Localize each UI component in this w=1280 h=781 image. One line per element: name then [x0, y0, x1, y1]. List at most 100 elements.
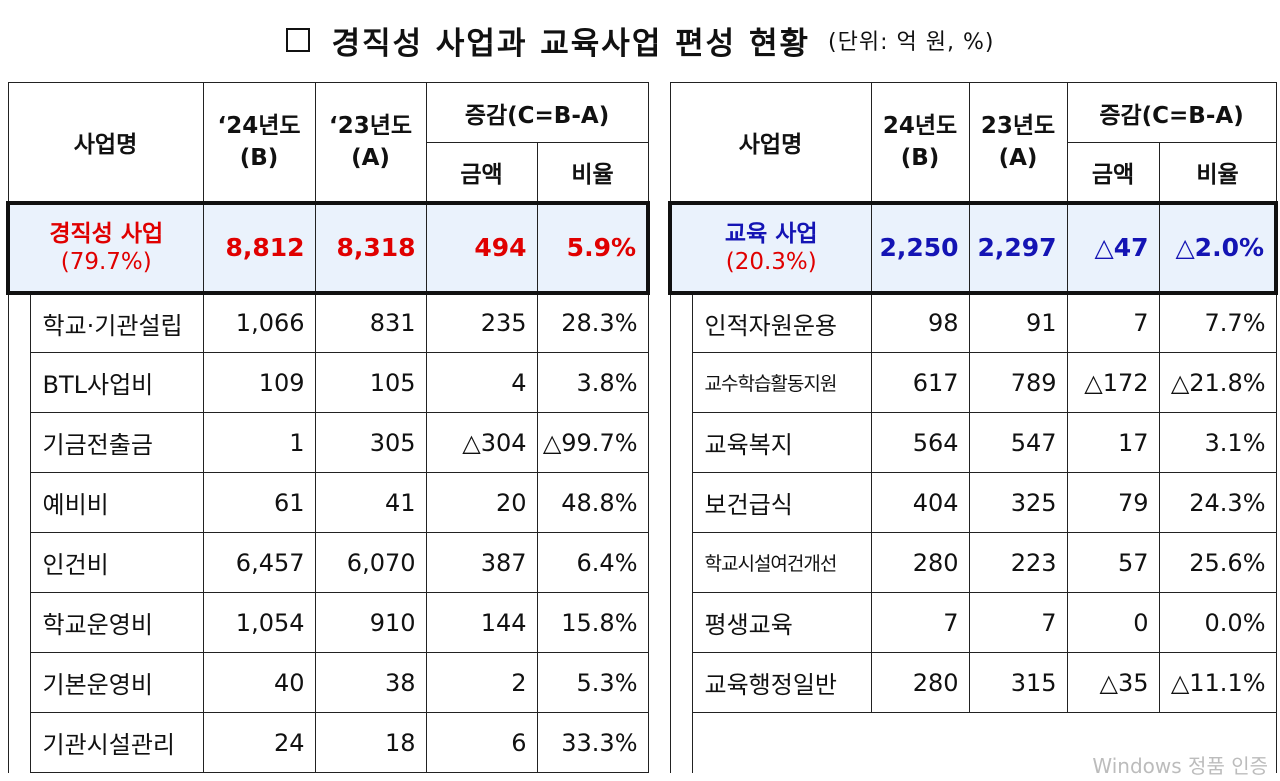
summary-name-cell: 경직성 사업 (79.7%)	[5, 200, 204, 295]
row-b: 98	[870, 292, 970, 353]
header-col-a-label: ‘23년도 (A)	[328, 112, 413, 171]
row-amount: △172	[1066, 352, 1160, 413]
table-row: 학교운영비 1,054 910 144 15.8%	[7, 592, 649, 653]
summary-share: (79.7%)	[60, 248, 152, 275]
row-b: 61	[202, 472, 316, 533]
row-a: 910	[314, 592, 427, 653]
header-project-name: 사업명	[669, 82, 872, 203]
summary-a: 8,318	[314, 200, 427, 295]
row-name: 교육복지	[691, 412, 872, 473]
row-a: 547	[968, 412, 1068, 473]
row-b: 109	[202, 352, 316, 413]
row-amount: 79	[1066, 472, 1160, 533]
row-rate: 5.3%	[536, 652, 649, 713]
row-name: BTL사업비	[29, 352, 204, 413]
row-amount: 387	[425, 532, 538, 593]
summary-amount: △47	[1066, 200, 1160, 295]
table-row: 평생교육 7 7 0 0.0%	[669, 592, 1277, 653]
table-row: 교육행정일반 280 315 △35 △11.1%	[669, 652, 1277, 713]
row-rate: 24.3%	[1158, 472, 1277, 533]
summary-name: 교육 사업	[724, 220, 818, 247]
row-a: 325	[968, 472, 1068, 533]
summary-b: 8,812	[202, 200, 316, 295]
row-rate: 33.3%	[536, 712, 649, 773]
table-row: 교육복지 564 547 17 3.1%	[669, 412, 1277, 473]
table-row: 학교·기관설립 1,066 831 235 28.3%	[7, 292, 649, 353]
summary-a: 2,297	[968, 200, 1068, 295]
summary-name: 경직성 사업	[49, 220, 164, 247]
row-rate: △99.7%	[536, 412, 649, 473]
row-rate: △11.1%	[1158, 652, 1277, 713]
header-rate: 비율	[1158, 142, 1277, 203]
summary-b: 2,250	[870, 200, 970, 295]
summary-row: 경직성 사업 (79.7%) 8,812 8,318 494 5.9%	[5, 200, 651, 295]
row-a: 105	[314, 352, 427, 413]
row-a: 223	[968, 532, 1068, 593]
indent-cell	[7, 472, 30, 533]
indent-cell	[7, 652, 30, 713]
row-a: 91	[968, 292, 1068, 353]
row-name: 예비비	[29, 472, 204, 533]
education-projects-table: 사업명 24년도 (B) 23년도 (A) 증감(C=B-A) 금액 비율 교육…	[667, 82, 1279, 773]
row-amount: 4	[425, 352, 538, 413]
header-col-b-label: ‘24년도 (B)	[217, 112, 301, 171]
checkbox-square-icon	[285, 28, 310, 52]
row-name: 기금전출금	[29, 412, 204, 473]
unit-label: (단위: 억 원, %)	[828, 30, 995, 55]
row-name: 평생교육	[691, 592, 872, 653]
indent-cell	[669, 712, 692, 773]
table-row: 인적자원운용 98 91 7 7.7%	[669, 292, 1277, 353]
summary-rate: 5.9%	[536, 200, 651, 295]
row-b: 617	[870, 352, 970, 413]
row-rate: 0.0%	[1158, 592, 1277, 653]
row-b: 280	[870, 652, 970, 713]
indent-cell	[7, 292, 30, 353]
row-name: 기본운영비	[29, 652, 204, 713]
header-amount: 금액	[425, 142, 538, 203]
row-b: 40	[202, 652, 316, 713]
row-rate: △21.8%	[1158, 352, 1277, 413]
summary-share: (20.3%)	[725, 248, 817, 275]
row-name: 인건비	[29, 532, 204, 593]
row-b: 404	[870, 472, 970, 533]
row-amount: 235	[425, 292, 538, 353]
title-row: 경직성 사업과 교육사업 편성 현황 (단위: 억 원, %)	[0, 0, 1280, 80]
row-name: 교수학습활동지원	[691, 352, 872, 413]
table-row: 인건비 6,457 6,070 387 6.4%	[7, 532, 649, 593]
header-diff: 증감(C=B-A)	[425, 82, 649, 143]
table-row: BTL사업비 109 105 4 3.8%	[7, 352, 649, 413]
row-amount: 2	[425, 652, 538, 713]
row-amount: △304	[425, 412, 538, 473]
header-project-name: 사업명	[7, 82, 204, 203]
rigid-projects-table: 사업명 ‘24년도 (B) ‘23년도 (A) 증감(C=B-A) 금액 비율 …	[5, 82, 651, 773]
row-amount: 144	[425, 592, 538, 653]
row-amount: 6	[425, 712, 538, 773]
row-b: 1,054	[202, 592, 316, 653]
row-amount: △35	[1066, 652, 1160, 713]
header-col-a: ‘23년도 (A)	[314, 82, 427, 203]
row-b: 7	[870, 592, 970, 653]
row-b: 1,066	[202, 292, 316, 353]
table-row: 학교시설여건개선 280 223 57 25.6%	[669, 532, 1277, 593]
row-name: 인적자원운용	[691, 292, 872, 353]
row-a: 315	[968, 652, 1068, 713]
header-col-b: 24년도 (B)	[870, 82, 970, 203]
row-rate: 7.7%	[1158, 292, 1277, 353]
row-name: 학교시설여건개선	[691, 532, 872, 593]
header-amount: 금액	[1066, 142, 1160, 203]
row-rate: 3.1%	[1158, 412, 1277, 473]
row-name: 보건급식	[691, 472, 872, 533]
table-row: 보건급식 404 325 79 24.3%	[669, 472, 1277, 533]
row-rate: 25.6%	[1158, 532, 1277, 593]
empty-cell	[691, 712, 1277, 773]
row-rate: 3.8%	[536, 352, 649, 413]
row-b: 24	[202, 712, 316, 773]
table-row: 기금전출금 1 305 △304 △99.7%	[7, 412, 649, 473]
indent-cell	[669, 532, 692, 593]
row-a: 789	[968, 352, 1068, 413]
header-col-b-label: 24년도 (B)	[882, 112, 958, 171]
table-row: 교수학습활동지원 617 789 △172 △21.8%	[669, 352, 1277, 413]
row-amount: 0	[1066, 592, 1160, 653]
row-amount: 57	[1066, 532, 1160, 593]
header-diff: 증감(C=B-A)	[1066, 82, 1277, 143]
